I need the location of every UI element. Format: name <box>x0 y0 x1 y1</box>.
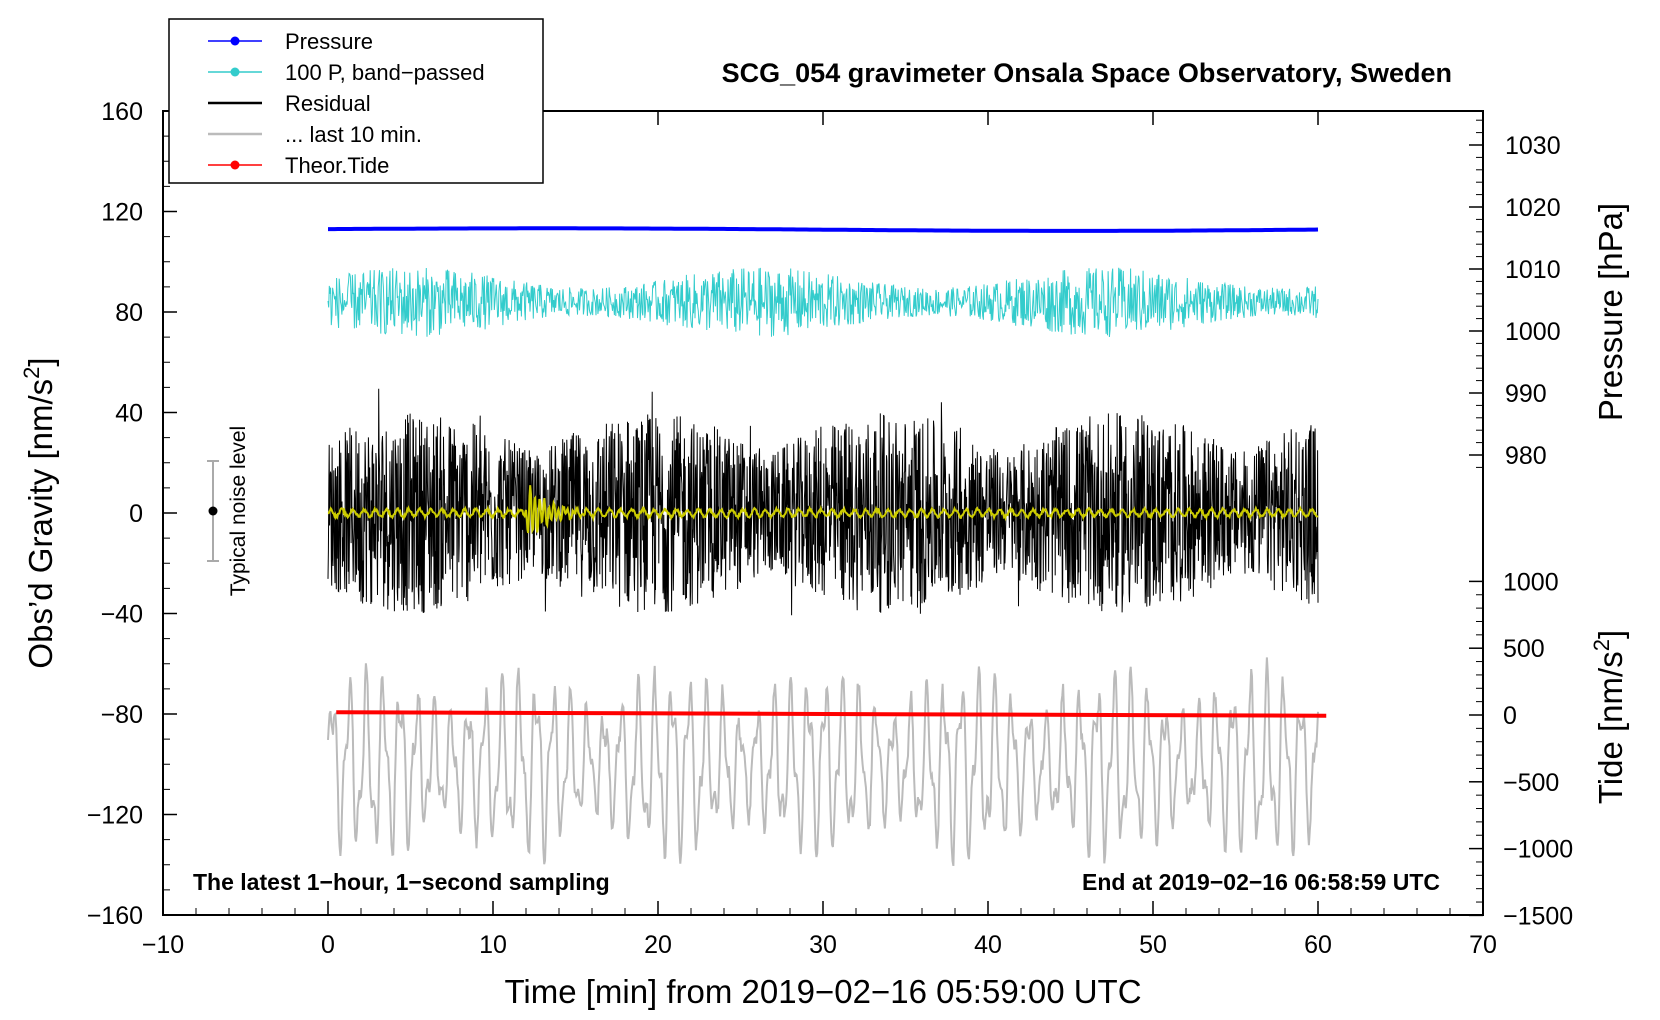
note-end-time: End at 2019−02−16 06:58:59 UTC <box>1082 869 1440 895</box>
tide-tick-label: −500 <box>1503 769 1559 797</box>
legend-marker <box>230 67 240 77</box>
legend-label: Theor.Tide <box>285 153 389 178</box>
series-residual <box>327 388 1319 616</box>
y-tick-label: −160 <box>87 902 143 930</box>
x-tick-label: 50 <box>1139 931 1167 959</box>
legend-label: ... last 10 min. <box>285 122 422 147</box>
x-tick-label: 30 <box>809 931 837 959</box>
x-tick-label: 70 <box>1469 931 1497 959</box>
x-tick-label: 20 <box>644 931 672 959</box>
noise-level-label: Typical noise level <box>227 426 250 596</box>
tide-tick-label: −1500 <box>1503 902 1573 930</box>
noise-level-marker: Typical noise level <box>207 426 250 596</box>
legend-label: 100 P, band−passed <box>285 60 485 85</box>
x-tick-label: 0 <box>321 931 335 959</box>
legend-box <box>168 18 544 184</box>
y-tick-label: 0 <box>129 500 143 528</box>
y-axis-title-left: Obs’d Gravity [nm/s2] <box>19 357 59 668</box>
pressure-tick-label: 1000 <box>1505 318 1561 346</box>
y-axis-title-tide-main: Tide [nm/s <box>1592 651 1629 804</box>
x-tick-label: 60 <box>1304 931 1332 959</box>
legend: Pressure 100 P, band−passed Residual ... la… <box>168 18 544 184</box>
noise-level-dot <box>208 506 218 516</box>
series-layer <box>327 226 1327 866</box>
y-axis-title-tide-sup: 2 <box>1589 639 1614 651</box>
series-pressure-bandpassed <box>327 267 1319 338</box>
legend-items: Pressure 100 P, band−passed Residual ... la… <box>208 29 485 178</box>
x-tick-label: 10 <box>479 931 507 959</box>
y-axis-title-left-sup: 2 <box>19 367 44 379</box>
y-axis-title-tide-end: ] <box>1592 630 1629 639</box>
legend-label: Pressure <box>285 29 373 54</box>
y-tick-label: −80 <box>101 701 143 729</box>
pressure-tick-label: 980 <box>1505 442 1547 470</box>
tide-tick-label: 1000 <box>1503 568 1559 596</box>
y-axis-title-left-end: ] <box>22 357 59 366</box>
y-tick-label: 160 <box>101 98 143 126</box>
pressure-tick-label: 1010 <box>1505 256 1561 284</box>
y-axis-title-left-main: Obs’d Gravity [nm/s <box>22 379 59 669</box>
pressure-tick-label: 1020 <box>1505 194 1561 222</box>
series-theoretical-tide <box>336 710 1327 718</box>
series-last-10-min <box>327 657 1319 866</box>
tide-tick-label: 500 <box>1503 635 1545 663</box>
pressure-tick-label: 990 <box>1505 380 1547 408</box>
series-residual-lowpass <box>327 485 1319 535</box>
y-axis-title-tide: Tide [nm/s2] <box>1589 630 1629 804</box>
legend-label: Residual <box>285 91 371 116</box>
tide-tick-label: 0 <box>1503 702 1517 730</box>
tide-tick-label: −1000 <box>1503 836 1573 864</box>
x-axis-title: Time [min] from 2019−02−16 05:59:00 UTC <box>504 973 1141 1010</box>
tick-layer: −10 0 10 20 30 40 50 60 7016012080400−40−80−120−… <box>87 98 1574 959</box>
series-pressure <box>328 226 1319 233</box>
y-tick-label: 120 <box>101 199 143 227</box>
y-axis-title-pressure: Pressure [hPa] <box>1592 203 1629 421</box>
y-tick-label: −120 <box>87 802 143 830</box>
y-tick-label: −40 <box>101 601 143 629</box>
y-tick-label: 80 <box>115 299 143 327</box>
legend-marker <box>230 160 240 170</box>
pressure-tick-label: 1030 <box>1505 132 1561 160</box>
chart-title: SCG_054 gravimeter Onsala Space Observat… <box>722 58 1452 88</box>
x-tick-label: −10 <box>142 931 184 959</box>
legend-marker <box>230 36 240 46</box>
x-tick-label: 40 <box>974 931 1002 959</box>
note-sampling: The latest 1−hour, 1−second sampling <box>193 869 610 895</box>
y-tick-label: 40 <box>115 400 143 428</box>
